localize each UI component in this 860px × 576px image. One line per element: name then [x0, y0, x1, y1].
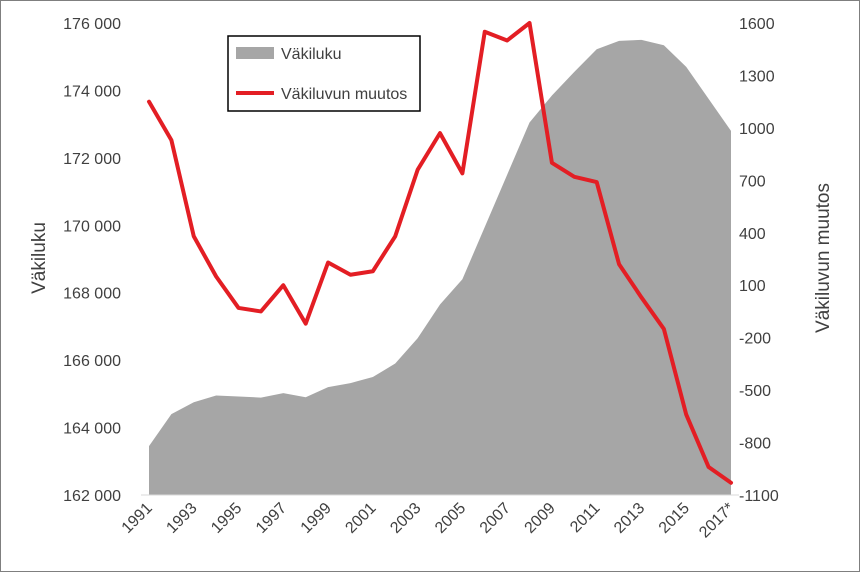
- right-tick-label: 1300: [739, 68, 775, 85]
- right-tick-label: -1100: [739, 488, 779, 505]
- right-tick-label: 100: [739, 278, 766, 295]
- line-layer: [147, 21, 733, 485]
- x-tick-label: 2009: [522, 500, 559, 537]
- left-tick-label: 174 000: [63, 83, 121, 100]
- x-tick-label: 2015: [656, 500, 693, 537]
- right-tick-label: 1000: [739, 121, 775, 138]
- x-tick-label: 2003: [387, 500, 424, 537]
- right-axis-title: Väkiluvun muutos: [813, 183, 834, 333]
- legend-label-line: Väkiluvun muutos: [281, 86, 407, 103]
- left-tick-label: 162 000: [63, 488, 121, 505]
- legend: Väkiluku Väkiluvun muutos: [227, 35, 421, 112]
- x-tick-label: 1999: [298, 500, 335, 537]
- x-tick-label: 2005: [432, 500, 469, 537]
- x-tick-label: 2017*: [696, 500, 738, 542]
- right-tick-label: -200: [739, 331, 771, 348]
- x-tick-label: 2001: [342, 500, 379, 537]
- x-tick-label: 1997: [253, 500, 290, 537]
- right-tick-label: 700: [739, 173, 766, 190]
- area-layer: [149, 39, 731, 496]
- right-tick-label: 400: [739, 226, 766, 243]
- left-axis-ticks: 162 000 164 000 166 000 168 000 170 000 172 0…: [63, 16, 121, 505]
- x-tick-label: 1995: [208, 500, 245, 537]
- x-tick-label: 2007: [477, 500, 514, 537]
- left-tick-label: 166 000: [63, 353, 121, 370]
- right-axis-ticks: -1100 -800 -500 -200 100 400 700 1000 1300 1600: [739, 16, 779, 505]
- right-tick-label: -800: [739, 436, 771, 453]
- x-tick-label: 1993: [163, 500, 200, 537]
- legend-label-area: Väkiluku: [281, 46, 341, 63]
- x-tick-label: 2011: [567, 500, 603, 536]
- series-area-vakiluku: [149, 39, 731, 496]
- left-tick-label: 176 000: [63, 16, 121, 33]
- x-tick-label: 1991: [119, 500, 156, 537]
- x-tick-label: 2013: [611, 500, 648, 537]
- left-tick-label: 164 000: [63, 421, 121, 438]
- legend-swatch-area: [236, 47, 274, 59]
- x-axis-ticks: 1991 1993 1995 1997 1999 2001 2003 2005 2007 2009…: [119, 500, 738, 542]
- right-tick-label: 1600: [739, 16, 775, 33]
- series-line-vakiluvun-muutos: [147, 21, 733, 485]
- left-tick-label: 170 000: [63, 218, 121, 235]
- right-tick-label: -500: [739, 383, 771, 400]
- left-tick-label: 168 000: [63, 286, 121, 303]
- left-tick-label: 172 000: [63, 151, 121, 168]
- left-axis-title: Väkiluku: [29, 222, 50, 294]
